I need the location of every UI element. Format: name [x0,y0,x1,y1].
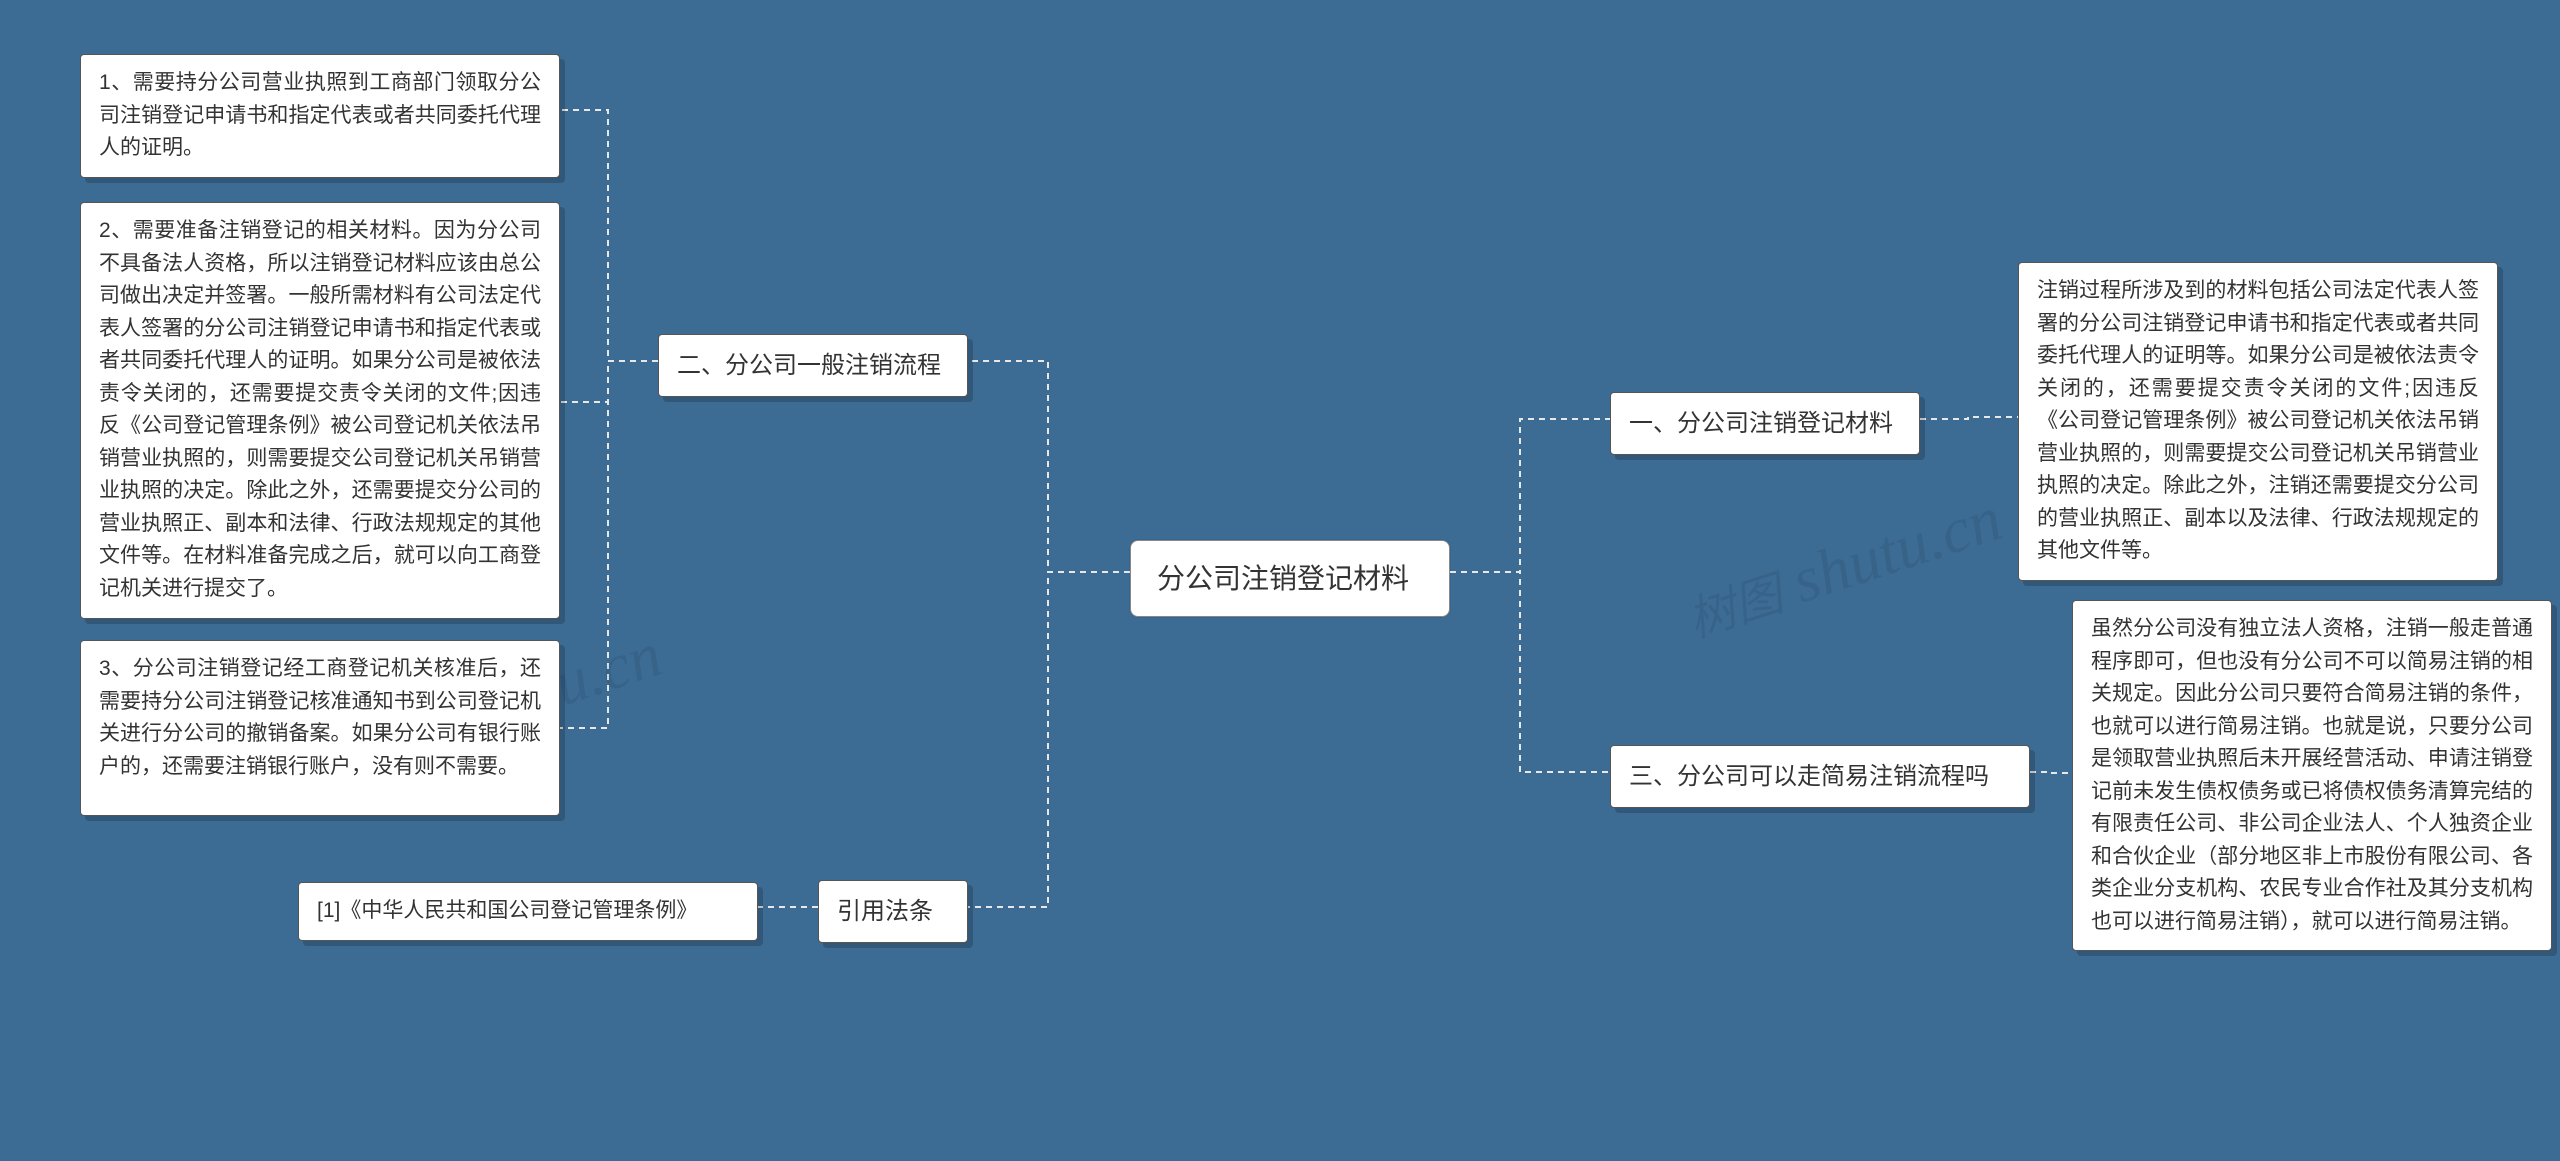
leaf-node[interactable]: 虽然分公司没有独立法人资格，注销一般走普通程序即可，但也没有分公司不可以简易注销… [2072,600,2552,951]
leaf-node[interactable]: 3、分公司注销登记经工商登记机关核准后，还需要持分公司注销登记核准通知书到公司登… [80,640,560,816]
leaf-node[interactable]: 1、需要持分公司营业执照到工商部门领取分公司注销登记申请书和指定代表或者共同委托… [80,54,560,178]
mindmap-canvas: 树图 shutu.cn 树图 shutu.cn 分公司注销登记材料 一、分公司注… [0,0,2560,1161]
branch-node-simple-cancel[interactable]: 三、分公司可以走简易注销流程吗 [1610,745,2030,808]
leaf-node[interactable]: 2、需要准备注销登记的相关材料。因为分公司不具备法人资格，所以注销登记材料应该由… [80,202,560,619]
watermark: 树图 shutu.cn [1677,481,2011,652]
center-node[interactable]: 分公司注销登记材料 [1130,540,1450,617]
branch-node-citation[interactable]: 引用法条 [818,880,968,943]
leaf-node[interactable]: [1]《中华人民共和国公司登记管理条例》 [298,882,758,941]
leaf-node[interactable]: 注销过程所涉及到的材料包括公司法定代表人签署的分公司注销登记申请书和指定代表或者… [2018,262,2498,581]
branch-node-general-process[interactable]: 二、分公司一般注销流程 [658,334,968,397]
branch-node-materials[interactable]: 一、分公司注销登记材料 [1610,392,1920,455]
